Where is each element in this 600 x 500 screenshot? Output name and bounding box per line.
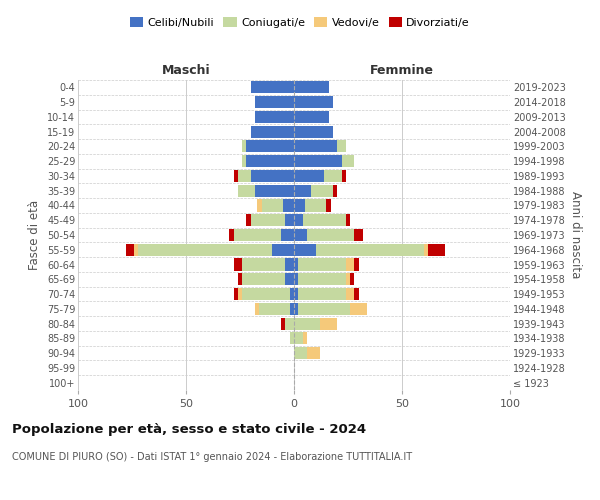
Bar <box>337 140 346 152</box>
Bar <box>428 244 445 256</box>
Bar <box>229 229 233 241</box>
Bar <box>316 244 424 256</box>
Bar <box>305 200 326 211</box>
Y-axis label: Fasce di età: Fasce di età <box>28 200 41 270</box>
Bar <box>233 258 242 270</box>
Bar <box>255 303 259 315</box>
Y-axis label: Anni di nascita: Anni di nascita <box>569 192 583 278</box>
Bar <box>290 288 294 300</box>
Text: Maschi: Maschi <box>161 64 211 77</box>
Bar <box>247 214 251 226</box>
Bar <box>294 200 305 211</box>
Bar <box>298 303 350 315</box>
Bar <box>355 258 359 270</box>
Bar <box>302 214 346 226</box>
Bar <box>272 244 294 256</box>
Text: Femmine: Femmine <box>370 64 434 77</box>
Bar <box>294 126 333 138</box>
Text: Popolazione per età, sesso e stato civile - 2024: Popolazione per età, sesso e stato civil… <box>12 422 366 436</box>
Bar <box>251 214 286 226</box>
Bar <box>233 288 238 300</box>
Bar <box>233 229 281 241</box>
Bar <box>294 214 302 226</box>
Bar <box>251 170 294 182</box>
Bar <box>294 318 320 330</box>
Bar <box>242 273 286 285</box>
Bar <box>247 155 294 167</box>
Bar <box>307 347 320 359</box>
Bar <box>346 288 355 300</box>
Bar <box>259 303 290 315</box>
Bar <box>238 184 255 197</box>
Bar <box>286 214 294 226</box>
Bar <box>355 229 363 241</box>
Bar <box>290 332 294 344</box>
Bar <box>255 184 294 197</box>
Bar <box>242 155 247 167</box>
Bar <box>251 126 294 138</box>
Bar <box>139 244 272 256</box>
Bar <box>286 318 294 330</box>
Bar <box>350 303 367 315</box>
Bar <box>281 229 294 241</box>
Bar <box>346 214 350 226</box>
Bar <box>350 273 355 285</box>
Bar <box>255 111 294 123</box>
Bar <box>294 184 311 197</box>
Bar <box>346 273 350 285</box>
Bar <box>294 155 341 167</box>
Bar <box>134 244 139 256</box>
Bar <box>294 82 329 94</box>
Bar <box>311 184 333 197</box>
Bar <box>286 258 294 270</box>
Bar <box>238 273 242 285</box>
Bar <box>294 273 298 285</box>
Bar <box>242 140 247 152</box>
Bar <box>302 332 307 344</box>
Bar <box>294 140 337 152</box>
Bar <box>238 288 242 300</box>
Bar <box>257 200 262 211</box>
Bar <box>294 170 324 182</box>
Legend: Celibi/Nubili, Coniugati/e, Vedovi/e, Divorziati/e: Celibi/Nubili, Coniugati/e, Vedovi/e, Di… <box>125 13 475 32</box>
Bar <box>333 184 337 197</box>
Bar <box>242 258 286 270</box>
Bar <box>233 170 238 182</box>
Bar <box>346 258 355 270</box>
Bar <box>294 347 307 359</box>
Bar <box>341 170 346 182</box>
Bar <box>294 244 316 256</box>
Bar <box>294 258 298 270</box>
Bar <box>286 273 294 285</box>
Bar <box>262 200 283 211</box>
Bar <box>298 288 346 300</box>
Bar <box>290 303 294 315</box>
Bar <box>298 273 346 285</box>
Bar <box>294 229 307 241</box>
Bar <box>326 200 331 211</box>
Bar <box>294 303 298 315</box>
Bar <box>247 140 294 152</box>
Bar <box>281 318 286 330</box>
Text: COMUNE DI PIURO (SO) - Dati ISTAT 1° gennaio 2024 - Elaborazione TUTTITALIA.IT: COMUNE DI PIURO (SO) - Dati ISTAT 1° gen… <box>12 452 412 462</box>
Bar <box>324 170 341 182</box>
Bar <box>294 332 302 344</box>
Bar <box>320 318 337 330</box>
Bar <box>125 244 134 256</box>
Bar <box>294 288 298 300</box>
Bar <box>424 244 428 256</box>
Bar <box>355 288 359 300</box>
Bar <box>255 96 294 108</box>
Bar <box>283 200 294 211</box>
Bar <box>242 288 290 300</box>
Bar <box>294 111 329 123</box>
Bar <box>307 229 355 241</box>
Bar <box>294 96 333 108</box>
Bar <box>238 170 251 182</box>
Bar <box>251 82 294 94</box>
Bar <box>341 155 355 167</box>
Bar <box>298 258 346 270</box>
